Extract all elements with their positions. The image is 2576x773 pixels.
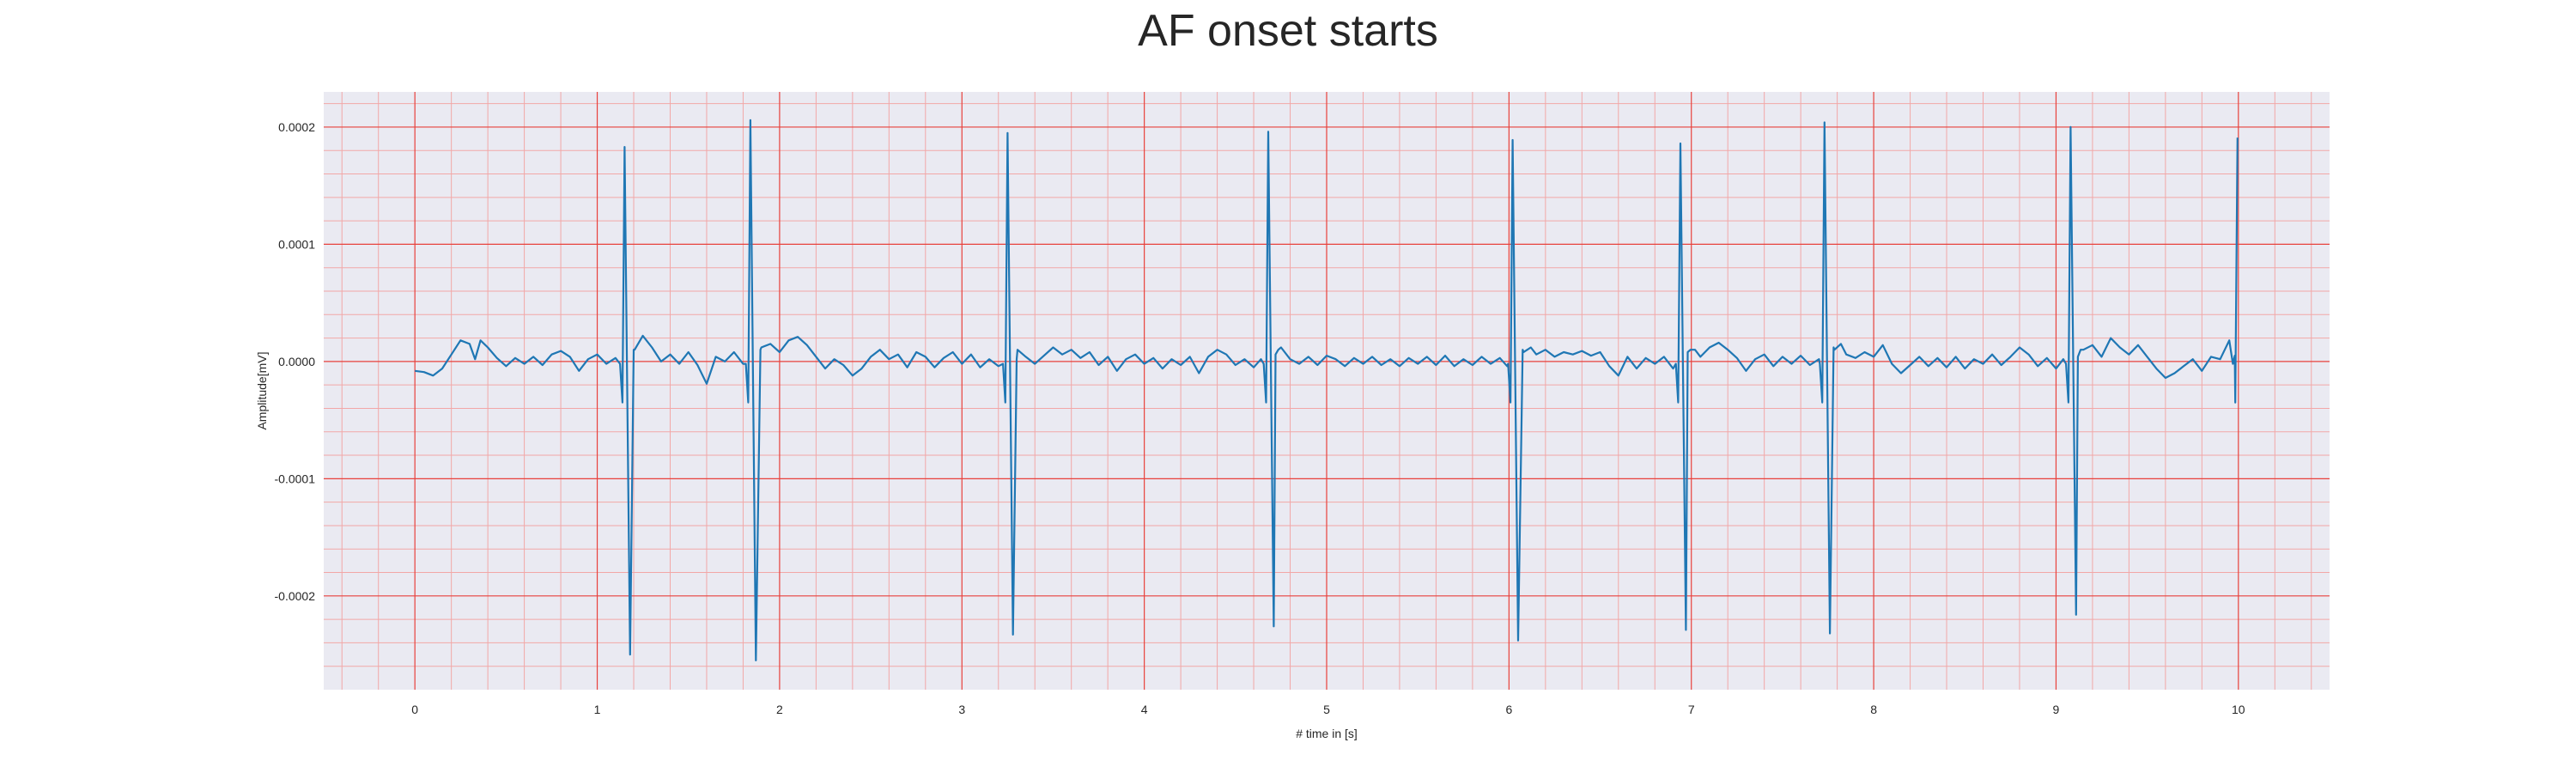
x-tick-label: 3 xyxy=(958,703,965,716)
x-tick-label: 1 xyxy=(594,703,601,716)
x-tick-label: 6 xyxy=(1505,703,1512,716)
x-tick-label: 0 xyxy=(411,703,418,716)
y-tick-label: 0.0001 xyxy=(278,237,315,251)
x-tick-label: 4 xyxy=(1141,703,1148,716)
x-tick-label: 2 xyxy=(776,703,783,716)
y-tick-labels: -0.0002 -0.0001 0.0000 0.0001 0.0002 xyxy=(275,120,316,603)
x-tick-label: 9 xyxy=(2053,703,2060,716)
y-tick-label: -0.0002 xyxy=(275,589,316,603)
x-tick-label: 10 xyxy=(2232,703,2245,716)
y-tick-label: 0.0000 xyxy=(278,355,315,368)
x-tick-label: 5 xyxy=(1323,703,1330,716)
ecg-signal-line xyxy=(415,119,2239,661)
x-tick-labels: 0 1 2 3 4 5 6 7 8 9 10 xyxy=(411,703,2245,716)
x-axis-label: # time in [s] xyxy=(1296,727,1358,740)
major-grid xyxy=(324,92,2330,690)
chart-title: AF onset starts xyxy=(1138,6,1438,56)
y-tick-label: 0.0002 xyxy=(278,120,315,134)
x-tick-label: 7 xyxy=(1688,703,1695,716)
y-axis-label: Amplitude[mV] xyxy=(255,351,269,429)
y-tick-label: -0.0001 xyxy=(275,472,316,485)
x-tick-label: 8 xyxy=(1870,703,1877,716)
